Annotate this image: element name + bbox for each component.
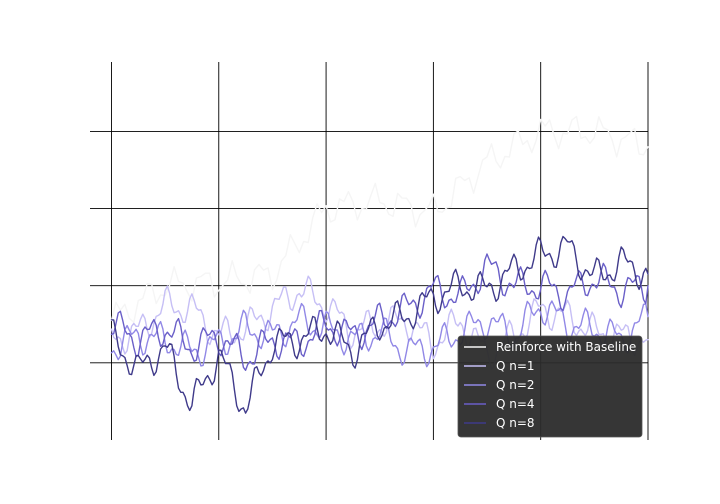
- series-lines: [110, 115, 649, 414]
- series-line-0: [110, 115, 649, 323]
- legend-label-1: Q n=1: [496, 359, 535, 373]
- grid: [90, 62, 649, 440]
- legend: Reinforce with Baseline Q n=1 Q n=2 Q n=4 Q …: [457, 335, 643, 438]
- series-line-4: [110, 235, 649, 414]
- series-line-2: [110, 300, 649, 368]
- legend-box: [457, 335, 643, 438]
- legend-label-4: Q n=8: [496, 416, 535, 430]
- legend-label-0: Reinforce with Baseline: [496, 340, 636, 354]
- legend-label-2: Q n=2: [496, 378, 535, 392]
- series-line-1: [110, 275, 649, 370]
- legend-label-3: Q n=4: [496, 397, 535, 411]
- series-line-3: [110, 253, 649, 371]
